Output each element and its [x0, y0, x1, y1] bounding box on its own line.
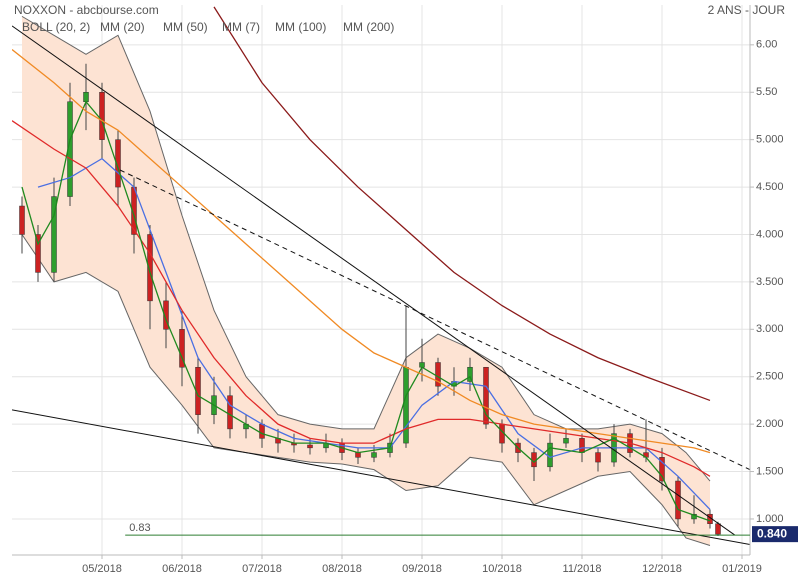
candle-body	[227, 395, 233, 430]
legend-entry: MM (50)	[163, 20, 208, 34]
candle-body	[659, 457, 665, 482]
legend-entry: BOLL (20, 2)	[22, 20, 90, 34]
period-label: 2 ANS - JOUR	[708, 3, 786, 17]
candle-body	[355, 452, 361, 458]
moving-average	[12, 120, 711, 477]
candle-body	[483, 366, 489, 425]
candle-body	[675, 480, 681, 520]
candle-body	[715, 523, 721, 535]
legend-entry: MM (20)	[100, 20, 145, 34]
x-tick-label: 10/2018	[482, 563, 522, 575]
x-tick-label: 05/2018	[82, 563, 122, 575]
y-tick-label: 5.50	[756, 86, 777, 98]
y-tick-label: 3.500	[756, 276, 784, 288]
legend-entry: MM (100)	[275, 20, 326, 34]
candle-body	[595, 452, 601, 463]
y-tick-label: 4.500	[756, 181, 784, 193]
candle-body	[51, 196, 57, 273]
y-tick-label: 2.500	[756, 371, 784, 383]
plot-area	[12, 6, 750, 546]
candle-body	[99, 91, 105, 140]
axes: 1.000 1.500 2.000 2.500 3.000 3.500 4.000 4.500…	[82, 39, 783, 575]
trendline	[12, 25, 736, 536]
trendline	[12, 409, 750, 546]
candle-body	[467, 366, 473, 382]
candle-body	[259, 423, 265, 439]
x-tick-label: 09/2018	[402, 563, 442, 575]
x-tick-label: 12/2018	[642, 563, 682, 575]
y-tick-label: 4.000	[756, 228, 784, 240]
candle-body	[83, 91, 89, 102]
y-tick-label: 5.000	[756, 134, 784, 146]
last-price-label: 0.840	[757, 526, 787, 540]
y-tick-label: 1.000	[756, 513, 784, 525]
y-tick-label: 6.00	[756, 39, 777, 51]
candle-body	[163, 300, 169, 330]
y-tick-label: 3.000	[756, 323, 784, 335]
moving-average	[12, 49, 711, 454]
legend-entry: MM (7)	[222, 20, 260, 34]
candle-body	[563, 438, 569, 444]
chart-title: NOXXON - abcbourse.com	[14, 3, 159, 17]
bollinger-band	[22, 16, 710, 546]
x-tick-label: 07/2018	[242, 563, 282, 575]
level-label: 0.83	[129, 522, 150, 534]
bollinger-lower	[21, 234, 711, 546]
moving-average	[213, 6, 711, 402]
last-price-box	[752, 526, 798, 543]
legend: NOXXON - abcbourse.com BOLL (20, 2) MM (…	[14, 3, 785, 34]
x-tick-label: 06/2018	[162, 563, 202, 575]
candle-body	[147, 234, 153, 302]
candle-body	[371, 452, 377, 458]
legend-entry: MM (200)	[343, 20, 394, 34]
y-tick-label: 2.000	[756, 418, 784, 430]
candle-body	[35, 234, 41, 273]
candle-body	[435, 362, 441, 387]
candle-body	[403, 366, 409, 444]
x-tick-label: 11/2018	[563, 563, 602, 575]
bollinger-upper	[21, 15, 711, 482]
candle-body	[115, 139, 121, 188]
y-tick-label: 1.500	[756, 465, 784, 477]
candle-body	[307, 444, 313, 449]
candle-body	[547, 442, 553, 468]
x-tick-label: 01/2019	[722, 563, 762, 575]
x-tick-label: 08/2018	[322, 563, 362, 575]
candle-body	[179, 329, 185, 368]
moving-average	[37, 157, 711, 510]
candle-body	[579, 438, 585, 453]
moving-average	[21, 100, 711, 522]
candle-body	[19, 205, 25, 235]
